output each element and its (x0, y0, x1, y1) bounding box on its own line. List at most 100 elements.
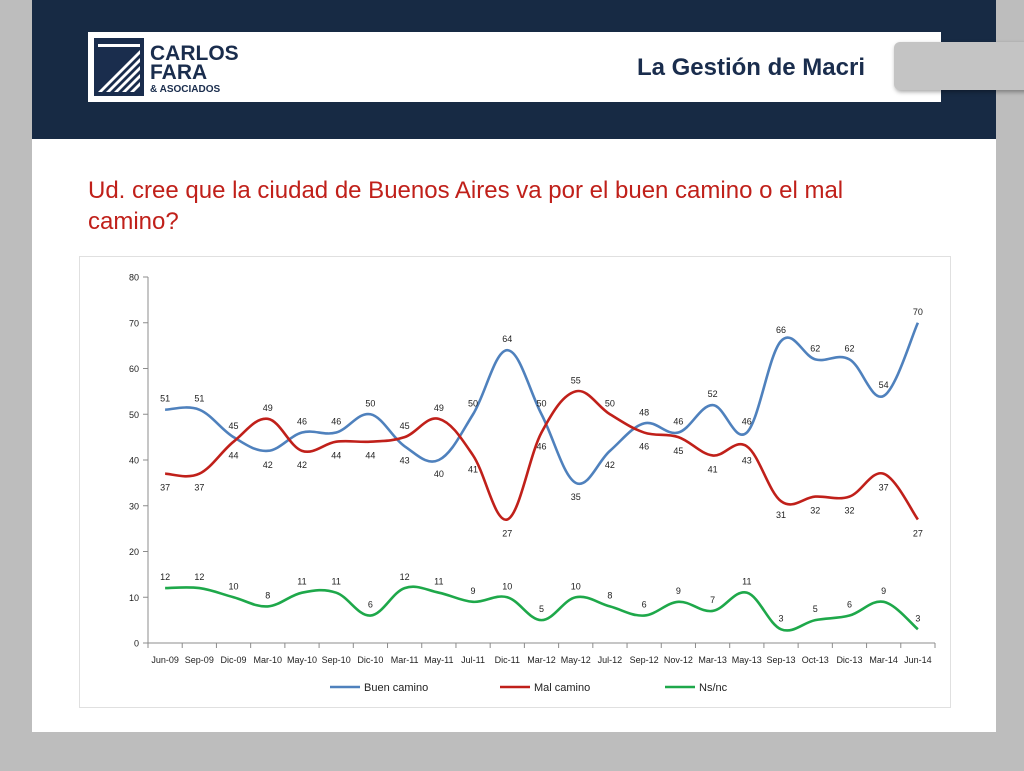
data-label-buen-camino: 50 (468, 398, 478, 408)
data-label-ns-nc: 9 (881, 586, 886, 596)
x-tick-label: Sep-12 (630, 655, 659, 665)
x-tick-label: Mar-11 (391, 655, 419, 665)
x-tick-label: Dic-09 (221, 655, 247, 665)
data-label-buen-camino: 70 (913, 307, 923, 317)
data-label-ns-nc: 12 (160, 572, 170, 582)
survey-question: Ud. cree que la ciudad de Buenos Aires v… (88, 177, 844, 235)
logo-text-asociados: & ASOCIADOS (150, 84, 221, 95)
data-label-ns-nc: 10 (502, 581, 512, 591)
data-label-buen-camino: 52 (708, 389, 718, 399)
x-tick-label: Mar-10 (254, 655, 283, 665)
chart-lines (165, 322, 920, 632)
y-tick-label: 30 (129, 501, 139, 511)
data-label-buen-camino: 46 (297, 417, 307, 427)
x-tick-label: May-12 (561, 655, 591, 665)
x-tick-label: May-13 (732, 655, 762, 665)
slide: CARLOS FARA & ASOCIADOS La Gestión de Ma… (32, 0, 996, 732)
data-label-mal-camino: 55 (571, 375, 581, 385)
data-label-buen-camino: 46 (742, 417, 752, 427)
chart-legend: Buen camino Mal camino Ns/nc (330, 682, 728, 694)
data-label-mal-camino: 27 (502, 528, 512, 538)
data-label-mal-camino: 37 (160, 483, 170, 493)
data-label-ns-nc: 9 (676, 586, 681, 596)
data-label-buen-camino: 51 (160, 394, 170, 404)
x-tick-label: Jul-12 (598, 655, 623, 665)
data-label-mal-camino: 50 (605, 398, 615, 408)
data-label-mal-camino: 44 (229, 451, 239, 461)
data-label-mal-camino: 46 (536, 442, 546, 452)
data-label-ns-nc: 9 (471, 586, 476, 596)
data-label-mal-camino: 37 (194, 483, 204, 493)
data-label-mal-camino: 45 (673, 446, 683, 456)
legend-label-mal-camino: Mal camino (534, 682, 590, 694)
y-tick-label: 0 (134, 639, 139, 649)
data-label-mal-camino: 27 (913, 528, 923, 538)
data-label-buen-camino: 51 (194, 394, 204, 404)
data-label-ns-nc: 8 (607, 590, 612, 600)
data-label-buen-camino: 35 (571, 492, 581, 502)
data-label-buen-camino: 50 (536, 398, 546, 408)
x-tick-label: Sep-10 (322, 655, 351, 665)
data-label-mal-camino: 45 (400, 421, 410, 431)
data-label-buen-camino: 42 (263, 460, 273, 470)
x-tick-label: Jun-14 (904, 655, 932, 665)
data-label-ns-nc: 3 (915, 613, 920, 623)
data-label-ns-nc: 11 (297, 577, 306, 587)
data-label-mal-camino: 46 (639, 442, 649, 452)
data-label-mal-camino: 42 (297, 460, 307, 470)
x-tick-label: Oct-13 (802, 655, 829, 665)
data-label-ns-nc: 3 (779, 613, 784, 623)
data-label-ns-nc: 5 (539, 604, 544, 614)
data-label-buen-camino: 45 (229, 421, 239, 431)
data-label-mal-camino: 44 (331, 451, 341, 461)
y-tick-label: 20 (129, 547, 139, 557)
data-label-buen-camino: 62 (844, 343, 854, 353)
x-tick-label: Mar-13 (698, 655, 727, 665)
y-tick-label: 10 (129, 593, 139, 603)
data-label-ns-nc: 7 (710, 595, 715, 605)
x-tick-label: Jun-09 (151, 655, 179, 665)
legend-label-buen-camino: Buen camino (364, 682, 428, 694)
data-label-ns-nc: 12 (194, 572, 204, 582)
data-label-mal-camino: 43 (742, 455, 752, 465)
legend-label-ns-nc: Ns/nc (699, 682, 728, 694)
y-tick-label: 70 (129, 318, 139, 328)
x-tick-label: Dic-13 (836, 655, 862, 665)
data-label-buen-camino: 50 (365, 398, 375, 408)
logo-text-fara: FARA (150, 61, 207, 84)
side-tab (894, 42, 1024, 90)
y-tick-label: 50 (129, 410, 139, 420)
data-label-mal-camino: 37 (879, 483, 889, 493)
y-tick-label: 80 (129, 273, 139, 283)
x-tick-label: Sep-13 (767, 655, 796, 665)
data-label-buen-camino: 48 (639, 407, 649, 417)
data-label-mal-camino: 49 (263, 403, 273, 413)
data-label-buen-camino: 40 (434, 469, 444, 479)
data-label-ns-nc: 6 (847, 600, 852, 610)
x-tick-label: Jul-11 (461, 655, 485, 665)
data-label-ns-nc: 10 (571, 581, 581, 591)
x-tick-label: May-11 (424, 655, 453, 665)
data-label-ns-nc: 6 (642, 600, 647, 610)
data-label-ns-nc: 11 (434, 577, 443, 587)
data-label-buen-camino: 46 (331, 417, 341, 427)
company-logo: CARLOS FARA & ASOCIADOS (94, 38, 239, 96)
logo-stripes-icon (98, 44, 140, 92)
x-tick-label: Sep-09 (185, 655, 214, 665)
data-label-mal-camino: 41 (468, 464, 478, 474)
chart-axes: 0 10 20 30 40 50 60 70 80 Jun-09 Sep-09 Dic-09 Mar-1… (129, 273, 936, 665)
series-line-buen-camino (165, 322, 920, 486)
data-label-mal-camino: 31 (776, 510, 786, 520)
data-label-mal-camino: 44 (365, 451, 375, 461)
y-tick-label: 60 (129, 364, 139, 374)
data-label-mal-camino: 49 (434, 403, 444, 413)
data-label-buen-camino: 46 (673, 417, 683, 427)
data-label-buen-camino: 64 (502, 334, 512, 344)
data-label-ns-nc: 11 (742, 577, 751, 587)
logo-text-carlos: CARLOS (150, 42, 239, 65)
line-chart: 0 10 20 30 40 50 60 70 80 Jun-09 Sep-09 Dic-09 Mar-1… (129, 273, 936, 694)
chart-container: 0 10 20 30 40 50 60 70 80 Jun-09 Sep-09 Dic-09 Mar-1… (79, 256, 951, 708)
data-label-ns-nc: 10 (229, 581, 239, 591)
series-line-ns-nc (165, 585, 919, 632)
